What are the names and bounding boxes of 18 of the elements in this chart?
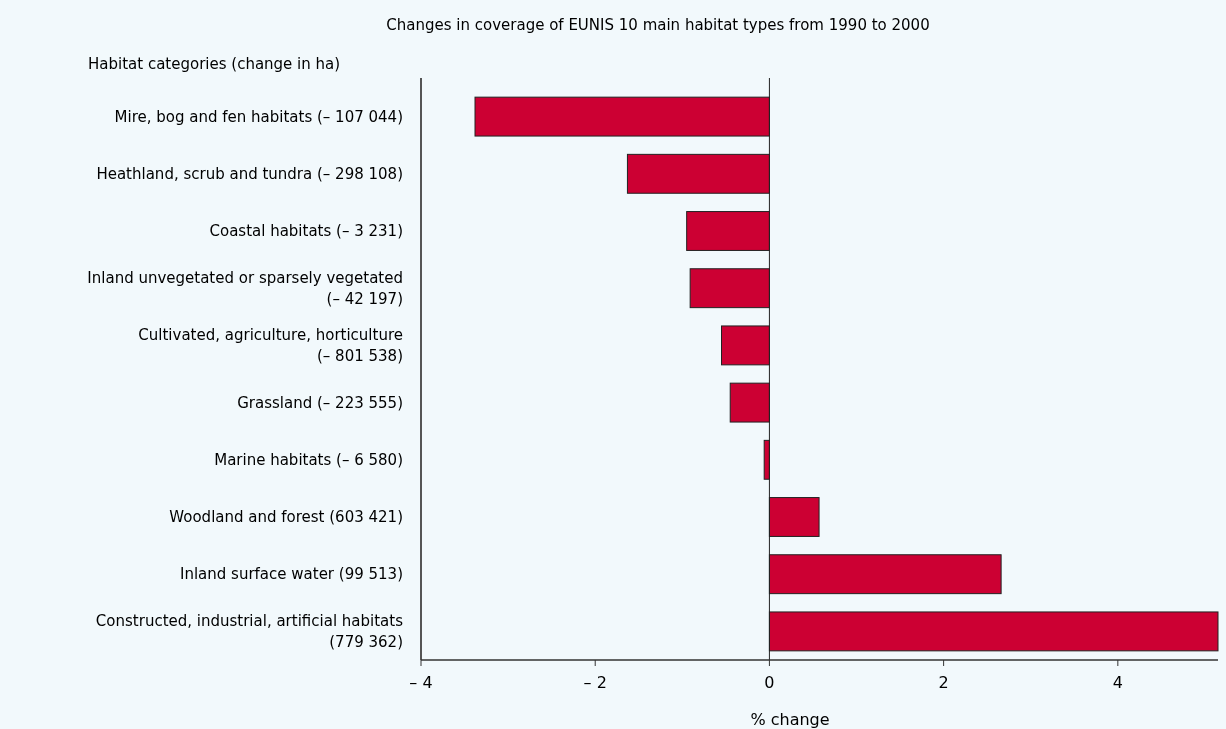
y-tick-label: Cultivated, agriculture, horticulture (– 801 538) <box>138 326 403 366</box>
y-tick-label: Woodland and forest (603 421) <box>169 508 403 526</box>
y-axis-title: Habitat categories (change in ha) <box>88 55 341 73</box>
x-tick-label: 0 <box>764 673 775 692</box>
x-tick-label: – 4 <box>409 673 433 692</box>
x-tick-label: – 2 <box>583 673 607 692</box>
x-tick-label: 4 <box>1112 673 1123 692</box>
y-tick-label: Mire, bog and fen habitats (– 107 044) <box>114 107 403 126</box>
chart-title: Changes in coverage of EUNIS 10 main habitat types from 1990 to 2000 <box>386 16 930 34</box>
y-tick-label: Marine habitats (– 6 580) <box>214 450 403 469</box>
y-tick-label: Coastal habitats (– 3 231) <box>209 222 403 240</box>
x-axis-title: % change <box>750 710 830 729</box>
y-tick-label: Inland surface water (99 513) <box>180 565 403 584</box>
y-tick-label: Heathland, scrub and tundra (– 298 108) <box>96 164 403 183</box>
y-tick-label: Grassland (– 223 555) <box>237 393 403 412</box>
y-tick-label: Inland unvegetated or sparsely vegetated (– 42 197) <box>87 269 403 309</box>
x-tick-label: 2 <box>938 673 949 692</box>
y-tick-label: Constructed, industrial, artificial habitats (779 362) <box>95 612 404 652</box>
